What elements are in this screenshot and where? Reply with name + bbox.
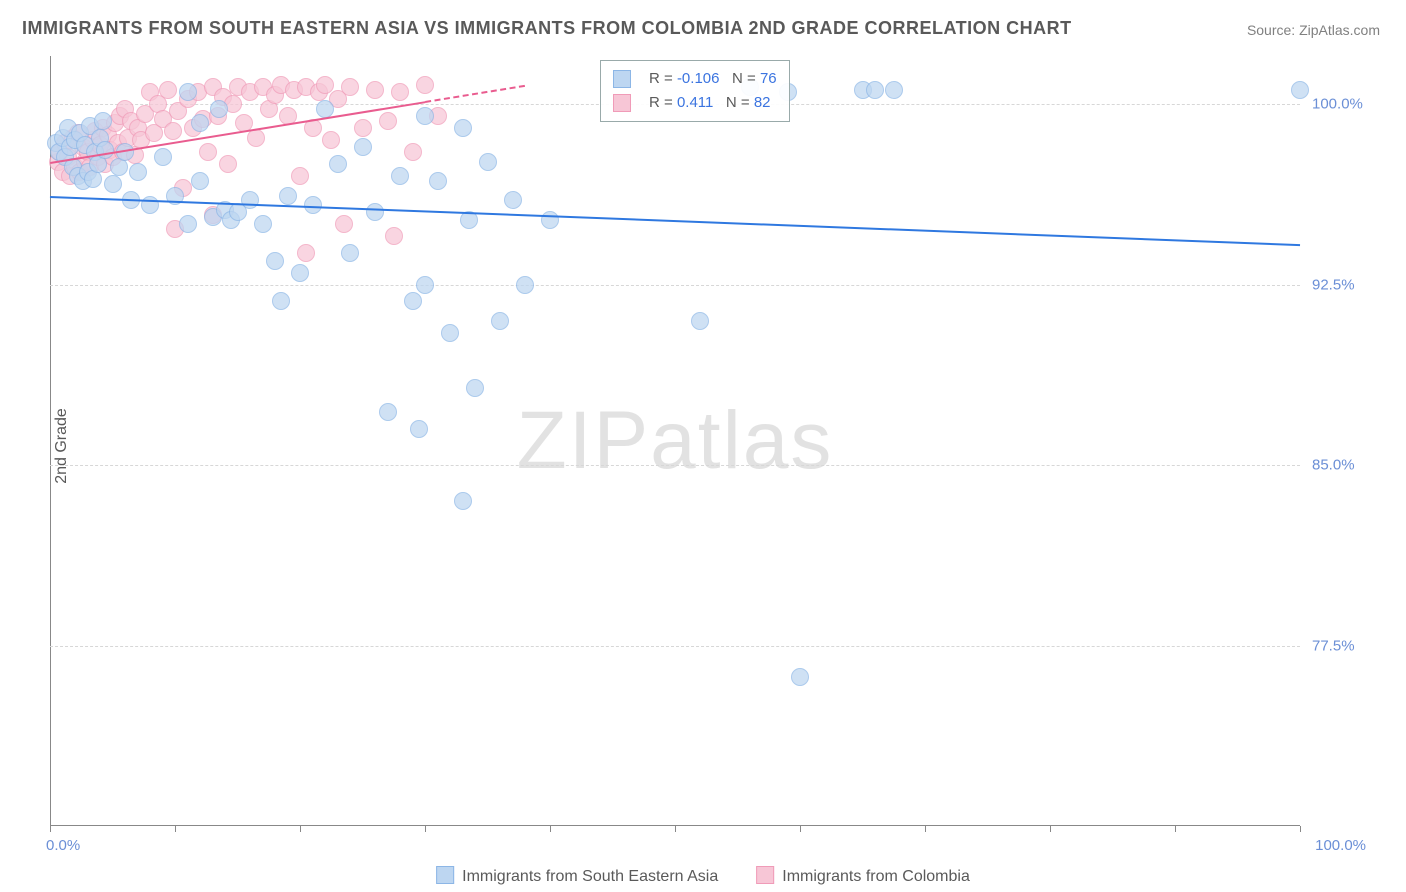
scatter-point-col xyxy=(291,167,309,185)
scatter-point-col xyxy=(159,81,177,99)
scatter-point-sea xyxy=(516,276,534,294)
scatter-point-col xyxy=(322,131,340,149)
chart-title: IMMIGRANTS FROM SOUTH EASTERN ASIA VS IM… xyxy=(22,18,1072,39)
y-axis-line xyxy=(50,56,51,826)
scatter-point-col xyxy=(416,76,434,94)
scatter-point-sea xyxy=(885,81,903,99)
scatter-point-col xyxy=(341,78,359,96)
scatter-point-sea xyxy=(279,187,297,205)
x-tick-mark xyxy=(1050,826,1051,832)
scatter-point-sea xyxy=(1291,81,1309,99)
y-tick-label: 100.0% xyxy=(1312,96,1392,113)
x-tick-mark xyxy=(550,826,551,832)
legend-swatch xyxy=(613,70,631,88)
scatter-point-sea xyxy=(866,81,884,99)
bottom-legend: Immigrants from South Eastern Asia Immig… xyxy=(436,866,970,886)
scatter-point-col xyxy=(219,155,237,173)
scatter-point-sea xyxy=(254,215,272,233)
x-tick-mark xyxy=(175,826,176,832)
scatter-plot: ZIPatlas 77.5%85.0%92.5%100.0%0.0%100.0%… xyxy=(50,56,1300,826)
scatter-point-sea xyxy=(441,324,459,342)
scatter-point-sea xyxy=(354,138,372,156)
gridline-h xyxy=(50,285,1300,286)
scatter-point-col xyxy=(404,143,422,161)
x-tick-mark xyxy=(50,826,51,832)
scatter-point-sea xyxy=(96,141,114,159)
scatter-point-sea xyxy=(691,312,709,330)
x-tick-mark xyxy=(675,826,676,832)
legend-swatch xyxy=(613,94,631,112)
scatter-point-sea xyxy=(416,107,434,125)
scatter-point-sea xyxy=(454,492,472,510)
scatter-point-sea xyxy=(341,244,359,262)
scatter-point-sea xyxy=(179,83,197,101)
scatter-point-sea xyxy=(241,191,259,209)
scatter-point-col xyxy=(391,83,409,101)
legend-item-col: Immigrants from Colombia xyxy=(756,866,970,886)
scatter-point-col xyxy=(385,227,403,245)
source-link[interactable]: ZipAtlas.com xyxy=(1299,22,1380,38)
scatter-point-sea xyxy=(391,167,409,185)
trend-line-col xyxy=(425,85,525,103)
watermark: ZIPatlas xyxy=(517,394,834,488)
x-tick-mark xyxy=(300,826,301,832)
scatter-point-sea xyxy=(366,203,384,221)
gridline-h xyxy=(50,646,1300,647)
x-tick-label: 100.0% xyxy=(1315,837,1366,854)
scatter-point-sea xyxy=(491,312,509,330)
y-tick-label: 85.0% xyxy=(1312,457,1392,474)
scatter-point-sea xyxy=(329,155,347,173)
scatter-point-sea xyxy=(316,100,334,118)
legend-swatch-sea xyxy=(436,866,454,884)
scatter-point-sea xyxy=(191,172,209,190)
scatter-point-col xyxy=(297,244,315,262)
source-label: Source: ZipAtlas.com xyxy=(1247,22,1380,38)
scatter-point-sea xyxy=(504,191,522,209)
x-tick-mark xyxy=(1175,826,1176,832)
scatter-point-sea xyxy=(272,292,290,310)
x-tick-mark xyxy=(1300,826,1301,832)
x-tick-mark xyxy=(800,826,801,832)
scatter-point-sea xyxy=(454,119,472,137)
scatter-point-col xyxy=(354,119,372,137)
x-tick-mark xyxy=(425,826,426,832)
x-tick-label: 0.0% xyxy=(46,837,80,854)
scatter-point-sea xyxy=(479,153,497,171)
scatter-point-sea xyxy=(129,163,147,181)
scatter-point-sea xyxy=(210,100,228,118)
scatter-point-col xyxy=(335,215,353,233)
gridline-h xyxy=(50,465,1300,466)
scatter-point-sea xyxy=(94,112,112,130)
stats-legend: R = -0.106 N = 76R = 0.411 N = 82 xyxy=(600,60,790,122)
scatter-point-sea xyxy=(104,175,122,193)
scatter-point-sea xyxy=(429,172,447,190)
scatter-point-sea xyxy=(266,252,284,270)
scatter-point-sea xyxy=(379,403,397,421)
scatter-point-sea xyxy=(179,215,197,233)
scatter-point-sea xyxy=(404,292,422,310)
scatter-point-col xyxy=(366,81,384,99)
scatter-point-sea xyxy=(541,211,559,229)
scatter-point-sea xyxy=(791,668,809,686)
legend-item-sea: Immigrants from South Eastern Asia xyxy=(436,866,718,886)
scatter-point-sea xyxy=(191,114,209,132)
scatter-point-col xyxy=(199,143,217,161)
scatter-point-sea xyxy=(416,276,434,294)
scatter-point-sea xyxy=(154,148,172,166)
y-tick-label: 92.5% xyxy=(1312,276,1392,293)
legend-swatch-col xyxy=(756,866,774,884)
scatter-point-col xyxy=(379,112,397,130)
x-tick-mark xyxy=(925,826,926,832)
stats-legend-row: R = -0.106 N = 76 xyxy=(613,67,777,91)
scatter-point-sea xyxy=(410,420,428,438)
scatter-point-sea xyxy=(466,379,484,397)
stats-legend-row: R = 0.411 N = 82 xyxy=(613,91,777,115)
scatter-point-sea xyxy=(291,264,309,282)
y-tick-label: 77.5% xyxy=(1312,637,1392,654)
scatter-point-col xyxy=(164,122,182,140)
